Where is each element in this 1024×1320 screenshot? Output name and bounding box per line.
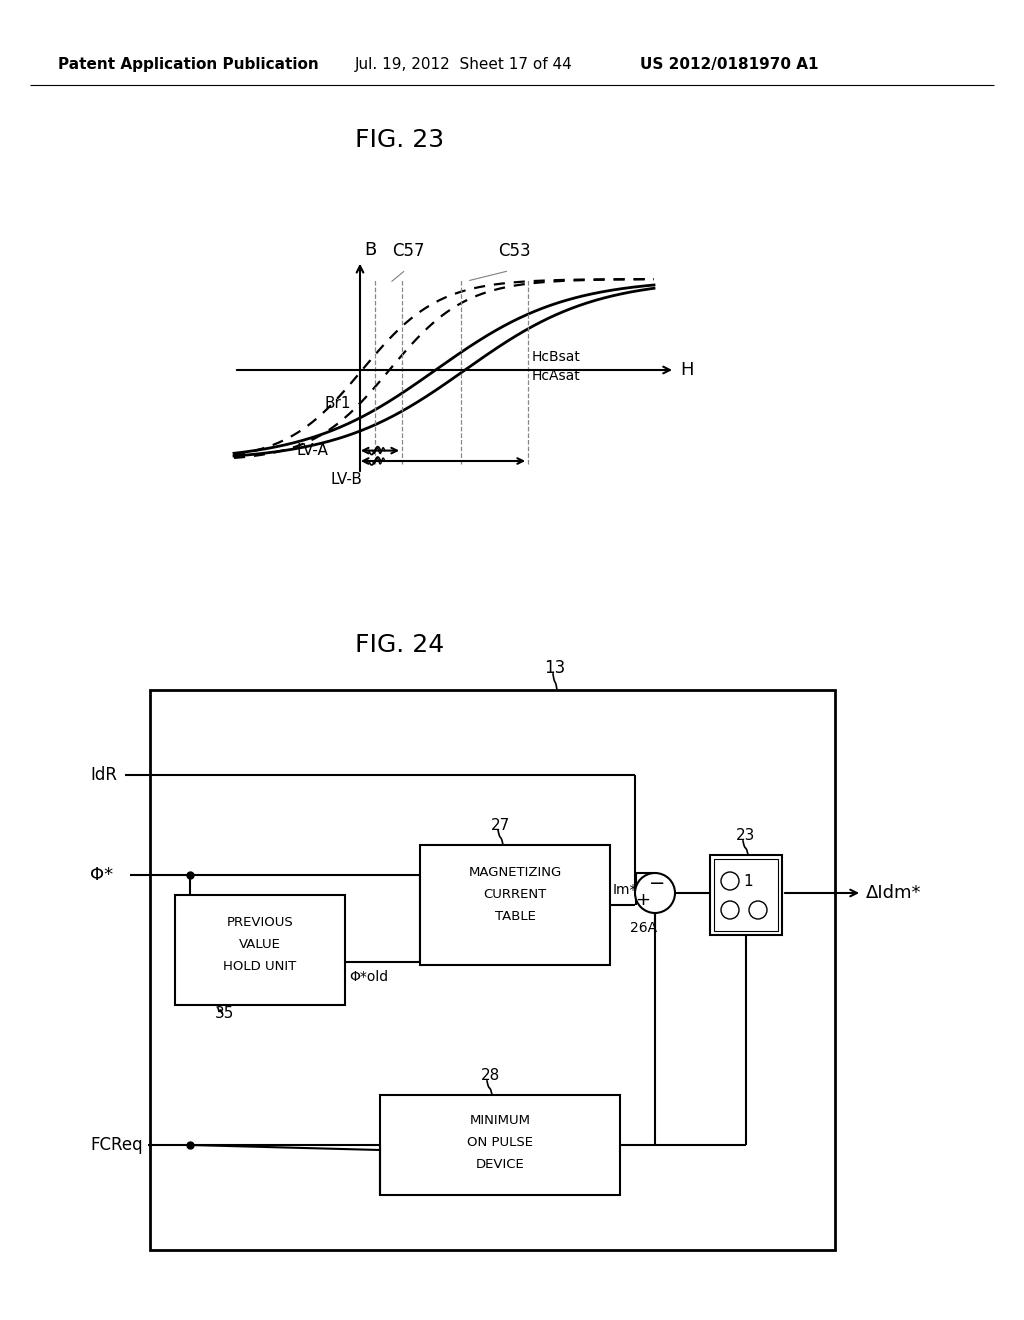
Text: HOLD UNIT: HOLD UNIT (223, 961, 297, 974)
Text: ON PULSE: ON PULSE (467, 1137, 534, 1150)
Text: MINIMUM: MINIMUM (469, 1114, 530, 1127)
Text: TABLE: TABLE (495, 911, 536, 924)
Text: −: − (649, 874, 666, 894)
Text: MAGNETIZING: MAGNETIZING (468, 866, 561, 879)
Text: 27: 27 (490, 817, 510, 833)
Text: FIG. 24: FIG. 24 (355, 634, 444, 657)
Bar (380, 1096, 620, 1195)
Text: FCReq: FCReq (90, 1137, 142, 1154)
Text: Φ*old: Φ*old (349, 970, 388, 983)
Text: ΔIdm*: ΔIdm* (866, 884, 922, 902)
Circle shape (721, 873, 739, 890)
Circle shape (749, 902, 767, 919)
Bar (420, 845, 610, 965)
Text: 0: 0 (726, 903, 734, 917)
Text: H: H (680, 360, 693, 379)
Text: HcBsat: HcBsat (532, 350, 581, 364)
Bar (714, 859, 778, 931)
Text: DEVICE: DEVICE (475, 1159, 524, 1172)
Text: Jul. 19, 2012  Sheet 17 of 44: Jul. 19, 2012 Sheet 17 of 44 (355, 58, 572, 73)
Circle shape (635, 873, 675, 913)
Text: PREVIOUS: PREVIOUS (226, 916, 293, 929)
Text: 26A: 26A (630, 921, 657, 935)
Text: VALUE: VALUE (239, 939, 281, 952)
Text: 23: 23 (736, 829, 756, 843)
Text: +: + (636, 891, 650, 909)
Text: FIG. 23: FIG. 23 (355, 128, 444, 152)
Text: CURRENT: CURRENT (483, 888, 547, 902)
Text: IdR: IdR (90, 766, 117, 784)
Text: US 2012/0181970 A1: US 2012/0181970 A1 (640, 58, 818, 73)
Text: LV-B: LV-B (331, 471, 362, 487)
Text: Br1: Br1 (325, 396, 351, 411)
Text: LV-A: LV-A (297, 444, 329, 458)
Bar (150, 690, 835, 1250)
Text: Patent Application Publication: Patent Application Publication (58, 58, 318, 73)
Text: Φ*: Φ* (90, 866, 113, 884)
Text: 28: 28 (480, 1068, 500, 1082)
Text: 1: 1 (743, 874, 753, 888)
Text: 35: 35 (215, 1006, 234, 1020)
Text: 0: 0 (754, 903, 763, 917)
Text: Im*: Im* (613, 883, 638, 898)
Text: C53: C53 (499, 242, 531, 260)
Circle shape (721, 902, 739, 919)
Text: B: B (364, 240, 376, 259)
Text: HcAsat: HcAsat (532, 370, 581, 383)
Bar (710, 855, 782, 935)
Bar (175, 895, 345, 1005)
Text: 13: 13 (545, 659, 565, 677)
Text: C57: C57 (392, 242, 425, 260)
